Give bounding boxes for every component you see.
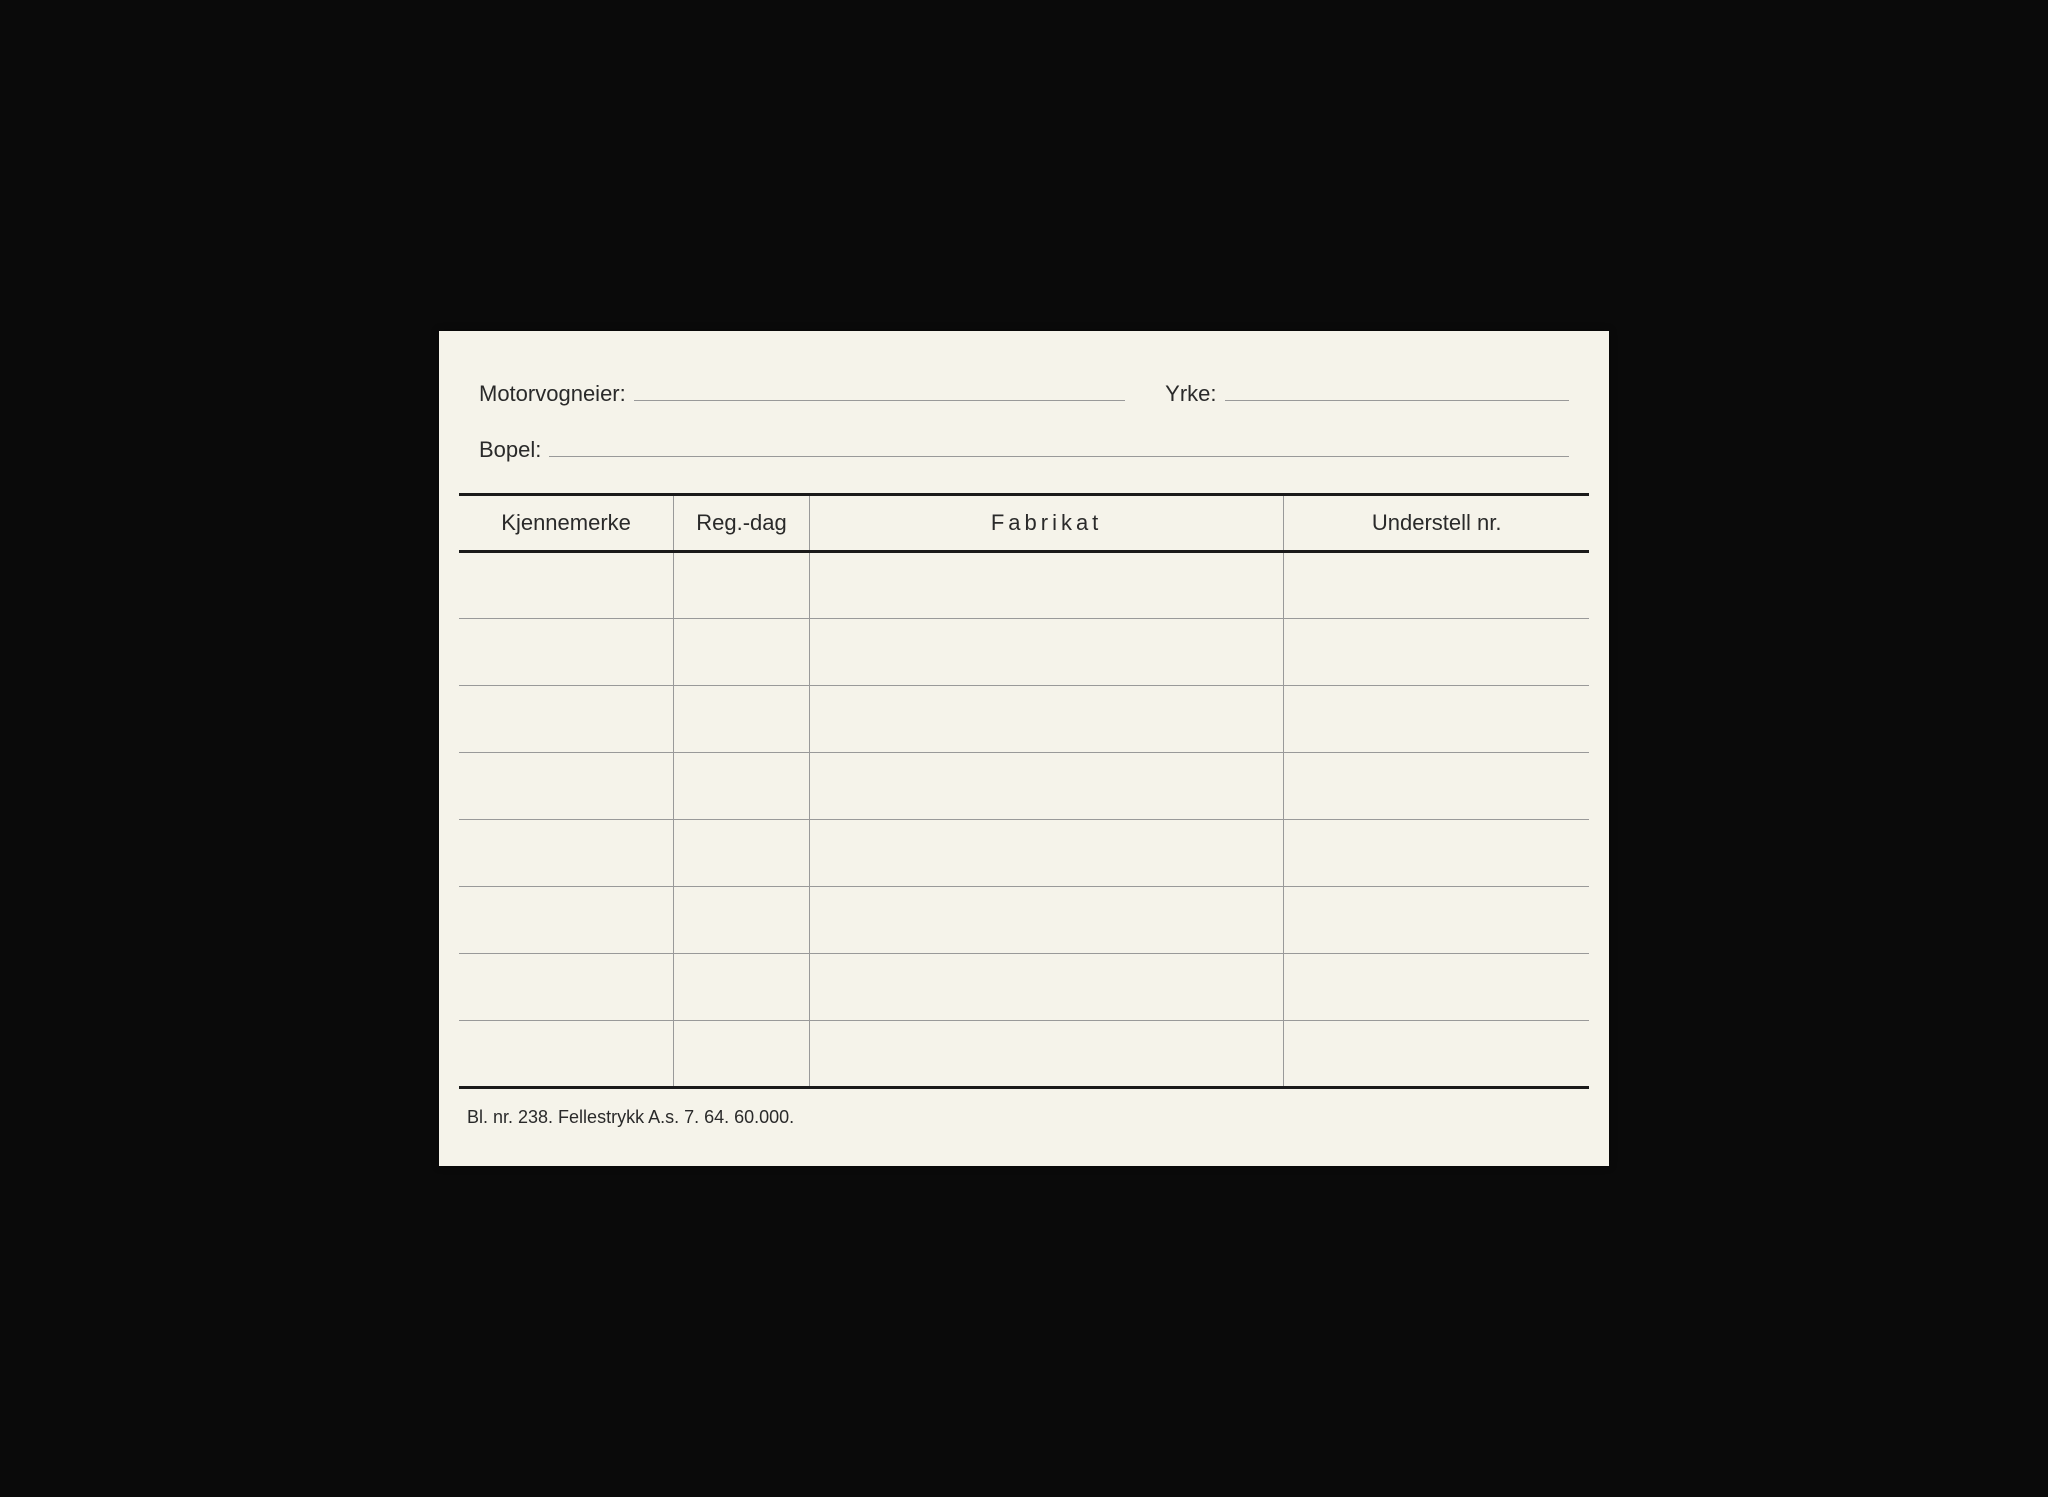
field-row-2: Bopel: bbox=[479, 437, 1569, 463]
table-row bbox=[459, 1021, 1589, 1088]
address-line bbox=[549, 437, 1569, 457]
cell bbox=[1284, 686, 1589, 753]
table-row bbox=[459, 619, 1589, 686]
table-body bbox=[459, 552, 1589, 1088]
table-row bbox=[459, 552, 1589, 619]
col-header-kjennemerke: Kjennemerke bbox=[459, 495, 674, 552]
cell bbox=[809, 887, 1284, 954]
table-header-row: Kjennemerke Reg.-dag Fabrikat Understell… bbox=[459, 495, 1589, 552]
cell bbox=[459, 1021, 674, 1088]
occupation-line bbox=[1225, 381, 1569, 401]
owner-line bbox=[634, 381, 1125, 401]
cell bbox=[674, 887, 810, 954]
col-header-fabrikat: Fabrikat bbox=[809, 495, 1284, 552]
owner-label: Motorvogneier: bbox=[479, 381, 626, 407]
cell bbox=[809, 753, 1284, 820]
field-row-1: Motorvogneier: Yrke: bbox=[479, 381, 1569, 407]
header-fields: Motorvogneier: Yrke: Bopel: bbox=[459, 381, 1589, 463]
cell bbox=[674, 552, 810, 619]
cell bbox=[1284, 820, 1589, 887]
registration-table-container: Kjennemerke Reg.-dag Fabrikat Understell… bbox=[459, 493, 1589, 1089]
cell bbox=[459, 820, 674, 887]
cell bbox=[809, 552, 1284, 619]
occupation-label: Yrke: bbox=[1165, 381, 1216, 407]
col-header-regdag: Reg.-dag bbox=[674, 495, 810, 552]
cell bbox=[459, 686, 674, 753]
cell bbox=[1284, 1021, 1589, 1088]
occupation-field-group: Yrke: bbox=[1165, 381, 1569, 407]
address-field-group: Bopel: bbox=[479, 437, 1569, 463]
cell bbox=[674, 753, 810, 820]
table-row bbox=[459, 686, 1589, 753]
owner-field-group: Motorvogneier: bbox=[479, 381, 1125, 407]
cell bbox=[1284, 887, 1589, 954]
cell bbox=[809, 686, 1284, 753]
cell bbox=[459, 887, 674, 954]
cell bbox=[1284, 619, 1589, 686]
cell bbox=[674, 619, 810, 686]
footer-text: Bl. nr. 238. Fellestrykk A.s. 7. 64. 60.… bbox=[459, 1107, 1589, 1128]
cell bbox=[459, 753, 674, 820]
cell bbox=[809, 1021, 1284, 1088]
cell bbox=[1284, 753, 1589, 820]
cell bbox=[459, 552, 674, 619]
cell bbox=[459, 619, 674, 686]
table-row bbox=[459, 887, 1589, 954]
address-label: Bopel: bbox=[479, 437, 541, 463]
cell bbox=[674, 820, 810, 887]
registration-card: Motorvogneier: Yrke: Bopel: Kjennemerke … bbox=[439, 331, 1609, 1166]
table-row bbox=[459, 753, 1589, 820]
col-header-understell: Understell nr. bbox=[1284, 495, 1589, 552]
cell bbox=[1284, 552, 1589, 619]
cell bbox=[809, 619, 1284, 686]
cell bbox=[674, 1021, 810, 1088]
table-row bbox=[459, 820, 1589, 887]
cell bbox=[1284, 954, 1589, 1021]
cell bbox=[674, 954, 810, 1021]
cell bbox=[674, 686, 810, 753]
cell bbox=[809, 954, 1284, 1021]
table-row bbox=[459, 954, 1589, 1021]
cell bbox=[809, 820, 1284, 887]
cell bbox=[459, 954, 674, 1021]
registration-table: Kjennemerke Reg.-dag Fabrikat Understell… bbox=[459, 493, 1589, 1089]
